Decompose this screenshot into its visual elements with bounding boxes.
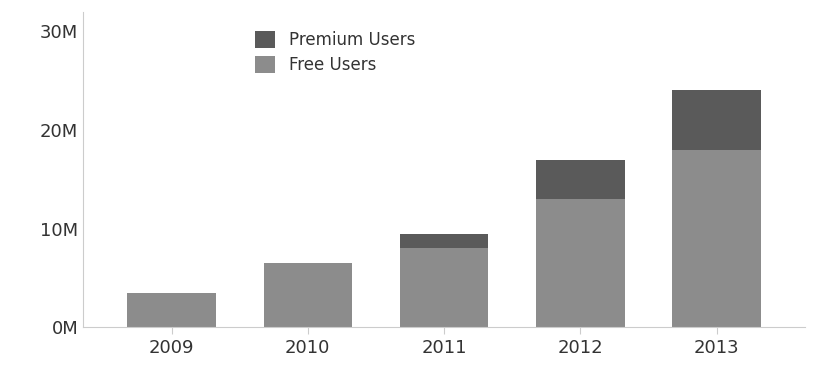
Bar [536,199,624,327]
Bar [400,234,488,248]
Bar [672,150,761,327]
Legend: Premium Users, Free Users: Premium Users, Free Users [250,26,420,79]
Bar [672,90,761,150]
Bar [264,263,352,327]
Bar [400,248,488,327]
Bar [127,293,216,327]
Bar [536,159,624,199]
